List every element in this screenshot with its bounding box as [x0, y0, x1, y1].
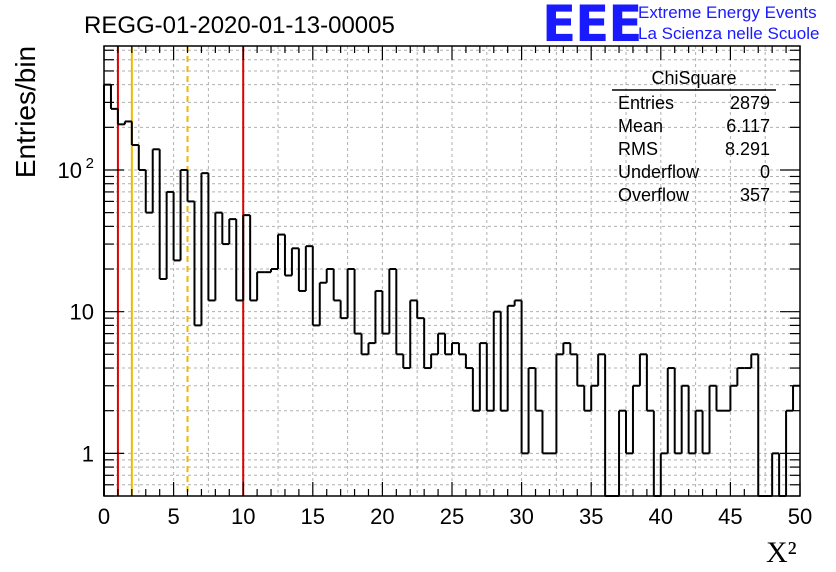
logo-line-2: La Scienza nelle Scuole — [638, 24, 820, 43]
y-tick-label: 10 — [58, 158, 82, 183]
stats-label: Overflow — [618, 185, 690, 205]
stats-label: Mean — [618, 116, 664, 136]
x-tick-label: 25 — [440, 504, 464, 529]
eee-logo: EEE — [542, 0, 642, 53]
chart-title: REGG-01-2020-01-13-00005 — [84, 12, 395, 39]
stats-value: 8.291 — [724, 139, 770, 159]
stats-row: RMS 8.291 — [618, 139, 770, 160]
y-tick-exponent: 2 — [86, 155, 94, 172]
x-axis-label: X² — [766, 536, 797, 569]
x-tick-label: 45 — [718, 504, 742, 529]
stats-label: RMS — [618, 139, 658, 159]
stats-row: Entries 2879 — [618, 93, 770, 114]
x-tick-label: 10 — [231, 504, 255, 529]
x-tick-label: 40 — [649, 504, 673, 529]
x-tick-label: 15 — [301, 504, 325, 529]
x-tick-label: 5 — [167, 504, 179, 529]
stats-row: Overflow 357 — [618, 185, 770, 206]
x-tick-label: 35 — [579, 504, 603, 529]
stats-value: 6.117 — [726, 116, 770, 136]
x-tick-label: 0 — [98, 504, 110, 529]
x-tick-labels: 0 5 10 15 20 25 30 35 40 45 50 — [98, 504, 812, 529]
stats-title: ChiSquare — [651, 68, 737, 88]
x-tick-label: 50 — [788, 504, 812, 529]
stats-row: Underflow 0 — [618, 162, 770, 183]
stats-value: 2879 — [729, 93, 770, 113]
y-tick-label: 1 — [82, 441, 94, 466]
x-tick-label: 20 — [370, 504, 394, 529]
x-tick-label: 30 — [509, 504, 533, 529]
stats-row: Mean 6.117 — [618, 116, 770, 137]
stats-label: Underflow — [618, 162, 700, 182]
stats-value: 0 — [759, 162, 770, 182]
logo-line-1: Extreme Energy Events — [638, 3, 817, 22]
y-tick-label: 10 — [70, 300, 94, 325]
histogram-bars — [103, 83, 800, 497]
y-axis-label: Entries/bin — [10, 45, 41, 179]
reference-lines — [116, 46, 245, 496]
stats-value: 357 — [739, 185, 770, 205]
stats-label: Entries — [618, 93, 675, 113]
axis-ticks — [103, 46, 801, 497]
